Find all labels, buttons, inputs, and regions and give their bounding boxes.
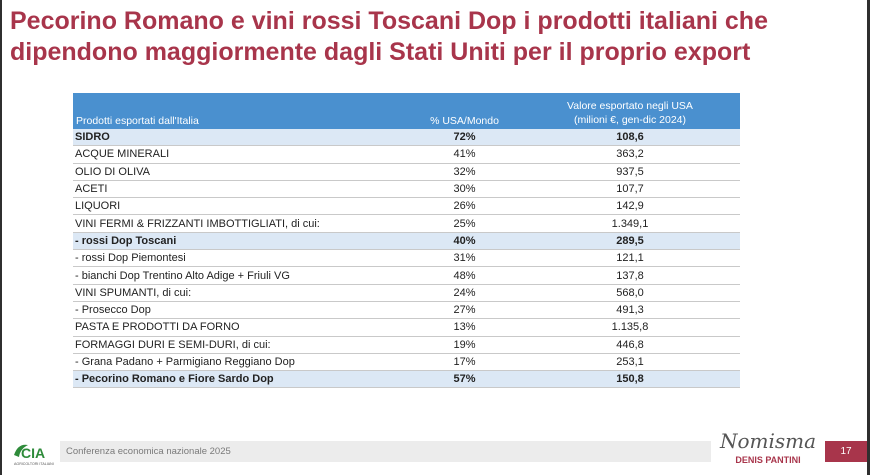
- cell-product: SIDRO: [73, 129, 409, 147]
- cell-value: 150,8: [520, 370, 740, 389]
- window-border-left: [0, 0, 2, 475]
- cell-share: 25%: [409, 214, 520, 233]
- cell-product: - Pecorino Romano e Fiore Sardo Dop: [73, 370, 409, 389]
- table-row: - rossi Dop Piemontesi 31% 121,1: [73, 249, 740, 268]
- table-row: - Grana Padano + Parmigiano Reggiano Dop…: [73, 353, 740, 372]
- cell-value: 1.349,1: [520, 214, 740, 233]
- cell-share: 32%: [409, 163, 520, 181]
- cell-product: LIQUORI: [73, 197, 409, 216]
- cell-share: 24%: [409, 284, 520, 302]
- header-value-line1: Valore esportato negli USA: [567, 100, 693, 112]
- cell-product: - rossi Dop Toscani: [73, 232, 409, 251]
- table-row: - Pecorino Romano e Fiore Sardo Dop 57% 15…: [73, 370, 740, 389]
- cell-share: 13%: [409, 318, 520, 337]
- table-row: SIDRO 72% 108,6: [73, 129, 740, 147]
- cell-product: - rossi Dop Piemontesi: [73, 249, 409, 268]
- cell-product: ACQUE MINERALI: [73, 145, 409, 164]
- cell-product: FORMAGGI DURI E SEMI-DURI, di cui:: [73, 336, 409, 354]
- cell-share: 48%: [409, 266, 520, 285]
- cell-share: 27%: [409, 301, 520, 320]
- table-row: - Prosecco Dop 27% 491,3: [73, 301, 740, 320]
- cell-product: VINI FERMI & FRIZZANTI IMBOTTIGLIATI, di…: [73, 214, 409, 233]
- logo-subtext: AGRICOLTORI ITALIANI: [14, 462, 54, 466]
- table-header-row: Prodotti esportati dall'Italia % USA/Mon…: [73, 93, 740, 129]
- cell-product: OLIO DI OLIVA: [73, 163, 409, 181]
- table-row: ACETI 30% 107,7: [73, 180, 740, 199]
- table-body: SIDRO 72% 108,6 ACQUE MINERALI 41% 363,2 OLIO …: [73, 129, 740, 389]
- cell-value: 491,3: [520, 301, 740, 320]
- window-border-right: [867, 0, 870, 475]
- footer-author: DENIS PANTINI: [735, 455, 801, 465]
- table-row: FORMAGGI DURI E SEMI-DURI, di cui: 19% 446…: [73, 336, 740, 354]
- cell-share: 19%: [409, 336, 520, 354]
- footer-conference: Conferenza economica nazionale 2025: [60, 441, 711, 462]
- export-table: Prodotti esportati dall'Italia % USA/Mon…: [73, 93, 740, 389]
- cell-value: 137,8: [520, 266, 740, 285]
- cell-value: 107,7: [520, 180, 740, 199]
- cell-share: 17%: [409, 353, 520, 372]
- cia-logo: CIA AGRICOLTORI ITALIANI: [14, 444, 54, 466]
- cell-share: 31%: [409, 249, 520, 268]
- cell-share: 72%: [409, 129, 520, 147]
- cell-share: 41%: [409, 145, 520, 164]
- logo-text: CIA: [21, 445, 45, 461]
- cell-value: 121,1: [520, 249, 740, 268]
- cell-value: 289,5: [520, 232, 740, 251]
- header-share: % USA/Mondo: [409, 93, 520, 129]
- slide-title: Pecorino Romano e vini rossi Toscani Dop…: [10, 7, 768, 66]
- cell-product: - bianchi Dop Trentino Alto Adige + Friu…: [73, 266, 409, 285]
- cell-value: 363,2: [520, 145, 740, 164]
- table-row: VINI FERMI & FRIZZANTI IMBOTTIGLIATI, di…: [73, 214, 740, 233]
- cell-value: 446,8: [520, 336, 740, 354]
- table-row: - bianchi Dop Trentino Alto Adige + Friu…: [73, 266, 740, 285]
- header-product: Prodotti esportati dall'Italia: [73, 93, 409, 129]
- header-value: Valore esportato negli USA (milioni €, g…: [520, 93, 740, 129]
- cell-product: PASTA E PRODOTTI DA FORNO: [73, 318, 409, 337]
- cell-share: 30%: [409, 180, 520, 199]
- cell-value: 253,1: [520, 353, 740, 372]
- cell-product: - Grana Padano + Parmigiano Reggiano Dop: [73, 353, 409, 372]
- cell-share: 57%: [409, 370, 520, 389]
- cell-product: ACETI: [73, 180, 409, 199]
- cell-share: 26%: [409, 197, 520, 216]
- cell-product: VINI SPUMANTI, di cui:: [73, 284, 409, 302]
- table-row: OLIO DI OLIVA 32% 937,5: [73, 163, 740, 181]
- table-row: PASTA E PRODOTTI DA FORNO 13% 1.135,8: [73, 318, 740, 337]
- header-value-line2: (milioni €, gen-dic 2024): [573, 114, 687, 126]
- table-row: - rossi Dop Toscani 40% 289,5: [73, 232, 740, 251]
- cell-value: 108,6: [520, 129, 740, 147]
- cell-share: 40%: [409, 232, 520, 251]
- table-row: LIQUORI 26% 142,9: [73, 197, 740, 216]
- cell-value: 1.135,8: [520, 318, 740, 337]
- table-row: VINI SPUMANTI, di cui: 24% 568,0: [73, 284, 740, 302]
- nomisma-logo: Nomisma: [720, 429, 817, 453]
- cell-value: 142,9: [520, 197, 740, 216]
- page-number: 17: [825, 441, 867, 462]
- cell-value: 568,0: [520, 284, 740, 302]
- cell-product: - Prosecco Dop: [73, 301, 409, 320]
- table-row: ACQUE MINERALI 41% 363,2: [73, 145, 740, 164]
- cell-value: 937,5: [520, 163, 740, 181]
